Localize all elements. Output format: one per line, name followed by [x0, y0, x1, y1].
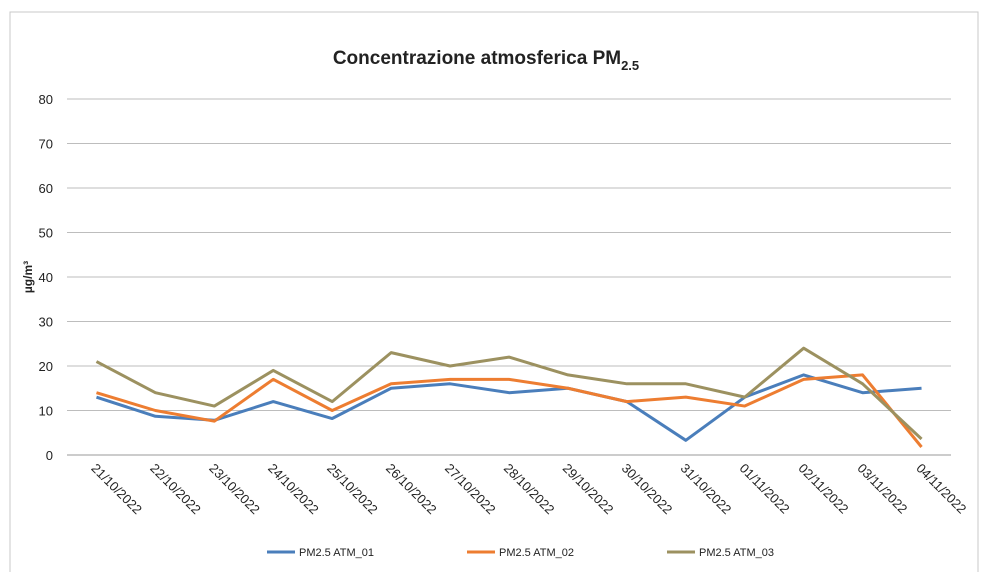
- x-tick-label: 31/10/2022: [678, 461, 735, 518]
- title-subscript: 2.5: [621, 58, 639, 73]
- y-tick-label: 30: [39, 315, 53, 330]
- y-tick-label: 0: [46, 448, 53, 463]
- x-tick-label: 03/11/2022: [854, 461, 910, 517]
- y-tick-label: 70: [39, 137, 53, 152]
- x-tick-label: 21/10/2022: [88, 461, 145, 518]
- chart-frame: [9, 11, 979, 572]
- x-tick-label: 30/10/2022: [619, 461, 676, 518]
- legend-label: PM2.5 ATM_03: [699, 547, 774, 559]
- x-tick-label: 29/10/2022: [560, 461, 617, 518]
- x-tick-label: 02/11/2022: [796, 461, 852, 517]
- title-main: Concentrazione atmosferica PM: [333, 48, 621, 69]
- x-tick-label: 28/10/2022: [501, 461, 558, 518]
- y-tick-label: 60: [39, 181, 53, 196]
- x-tick-label: 23/10/2022: [206, 461, 263, 518]
- x-tick-label: 04/11/2022: [913, 461, 969, 517]
- series-line: [95, 346, 923, 441]
- x-tick-label: 25/10/2022: [324, 461, 381, 518]
- y-tick-label: 20: [39, 359, 53, 374]
- chart-title: Concentrazione atmosferica PM2.5: [333, 48, 639, 73]
- y-tick-label: 10: [39, 404, 53, 419]
- series-line: [96, 373, 922, 442]
- x-tick-label: 22/10/2022: [147, 461, 204, 518]
- y-tick-label: 40: [39, 270, 53, 285]
- y-tick-label: 50: [39, 226, 53, 241]
- x-tick-label: 27/10/2022: [442, 461, 499, 518]
- x-tick-label: 01/11/2022: [737, 461, 793, 517]
- legend-label: PM2.5 ATM_01: [299, 547, 374, 559]
- series-line: [96, 373, 923, 448]
- legend-label: PM2.5 ATM_02: [499, 547, 574, 559]
- x-tick-label: 26/10/2022: [383, 461, 440, 518]
- y-axis-label: µg/m³: [21, 261, 35, 293]
- x-tick-label: 24/10/2022: [265, 461, 322, 518]
- y-tick-label: 80: [39, 92, 53, 107]
